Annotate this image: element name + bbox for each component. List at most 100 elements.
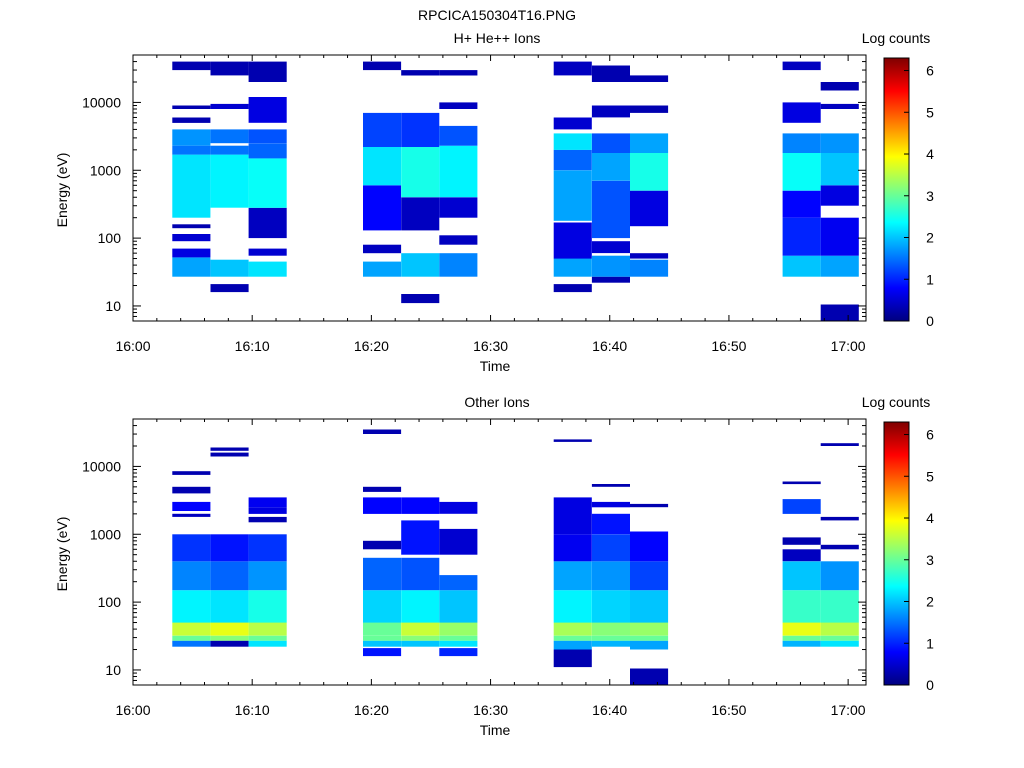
heatmap-cell	[820, 255, 859, 277]
heatmap-cell	[553, 534, 592, 562]
x-tick-label: 16:50	[711, 338, 746, 354]
heatmap-cell	[553, 622, 592, 636]
plot-frame	[132, 54, 867, 322]
colorbar-tick-label: 5	[926, 468, 934, 484]
heatmap-cell	[591, 255, 630, 277]
heatmap-cell	[630, 133, 669, 153]
heatmap-cell	[248, 207, 287, 239]
colorbar-tick-label: 4	[926, 510, 934, 526]
heatmap-cell	[363, 185, 402, 231]
colorbar-label: Log counts	[862, 394, 931, 410]
heatmap-cell	[439, 575, 478, 591]
heatmap-cell	[172, 640, 211, 647]
heatmap-cell	[553, 497, 592, 535]
heatmap-cell	[363, 635, 402, 641]
heatmap-cell	[401, 622, 440, 636]
heatmap-cell	[248, 261, 287, 277]
heatmap-cell	[591, 484, 630, 487]
heatmap-cell	[820, 590, 859, 623]
heatmap-cell	[172, 145, 211, 155]
heatmap-cell	[401, 294, 440, 304]
heatmap-cell	[630, 190, 669, 227]
heatmap-cell	[553, 117, 592, 130]
heatmap-cell	[553, 590, 592, 623]
heatmap-cell	[782, 499, 821, 514]
heatmap-cell	[172, 561, 211, 591]
y-axis-label: Energy (eV)	[54, 517, 70, 592]
heatmap-cell	[630, 75, 669, 82]
heatmap-cell	[172, 234, 211, 242]
heatmap-cell	[630, 590, 669, 623]
heatmap-cell	[248, 516, 287, 523]
heatmap-cell	[782, 61, 821, 71]
colorbar-tick-label: 5	[926, 104, 934, 120]
heatmap-cell	[363, 622, 402, 636]
heatmap-cell	[820, 635, 859, 641]
y-tick-label: 100	[98, 230, 122, 246]
heatmap-cell	[401, 70, 440, 76]
x-tick-label: 16:30	[473, 702, 508, 718]
heatmap-cell	[363, 486, 402, 492]
heatmap-cell	[820, 133, 859, 153]
heatmap-cell	[782, 590, 821, 623]
heatmap-cell	[172, 534, 211, 562]
heatmap-cell	[172, 590, 211, 623]
figure-title: RPCICA150304T16.PNG	[418, 7, 576, 23]
heatmap-cell	[591, 180, 630, 239]
heatmap-cell	[630, 503, 669, 508]
heatmap-cell	[439, 635, 478, 641]
heatmap-cell	[630, 531, 669, 562]
heatmap-cell	[820, 561, 859, 591]
heatmap-cell	[172, 486, 211, 494]
heatmap-cell	[363, 244, 402, 254]
heatmap-cell	[172, 622, 211, 636]
heatmap-cell	[248, 640, 287, 647]
heatmap-cell	[248, 507, 287, 514]
heatmap-cell	[210, 259, 249, 277]
heatmap-cell	[401, 590, 440, 623]
y-tick-label: 1000	[90, 526, 121, 542]
heatmap-cell	[439, 145, 478, 198]
heatmap-cell	[210, 635, 249, 641]
heatmap-cell	[363, 540, 402, 550]
heatmap-cell	[401, 635, 440, 641]
heatmap-cell	[401, 557, 440, 591]
x-tick-label: 16:40	[592, 338, 627, 354]
heatmap-cell	[210, 640, 249, 647]
heatmap-cell	[248, 622, 287, 636]
heatmap-cell	[630, 668, 669, 685]
x-tick-label: 16:30	[473, 338, 508, 354]
heatmap-cell	[439, 102, 478, 109]
y-tick-label: 10	[105, 298, 121, 314]
heatmap-cell	[210, 145, 249, 155]
x-tick-labels: 16:00 16:10 16:20 16:30 16:40 16:50 17:00	[115, 702, 865, 718]
heatmap-cell	[363, 112, 402, 147]
heatmap-cell	[439, 648, 478, 657]
heatmap-cell	[401, 197, 440, 231]
panel-h-he-ions: H+ He++ Ions Log counts Time Energy (eV)…	[54, 30, 934, 374]
heatmap-cell	[248, 97, 287, 123]
heatmap-cell	[172, 224, 211, 229]
colorbar-label: Log counts	[862, 30, 931, 46]
x-tick-label: 17:00	[831, 338, 866, 354]
heatmap-cell	[439, 70, 478, 76]
colorbar-tick-label: 2	[926, 230, 934, 246]
heatmap-cell	[439, 640, 478, 647]
heatmap-cell	[172, 248, 211, 258]
heatmap-cell	[172, 635, 211, 641]
heatmap-cell	[553, 649, 592, 668]
colorbar-tick-label: 1	[926, 271, 934, 287]
plot-frame	[132, 418, 867, 686]
heatmap-cell	[439, 622, 478, 636]
heatmap-cell	[591, 635, 630, 641]
heatmap-cell	[210, 534, 249, 562]
colorbar-tick-labels: 0 1 2 3 4 5 6	[904, 63, 934, 329]
heatmap-cell	[553, 635, 592, 641]
heatmap-cell	[248, 497, 287, 508]
y-tick-label: 10000	[82, 94, 121, 110]
heatmap-cell	[172, 117, 211, 123]
heatmap-cell	[591, 561, 630, 591]
heatmap-cell	[439, 590, 478, 623]
heatmap-cell	[172, 105, 211, 109]
heatmap-cells	[172, 61, 859, 321]
